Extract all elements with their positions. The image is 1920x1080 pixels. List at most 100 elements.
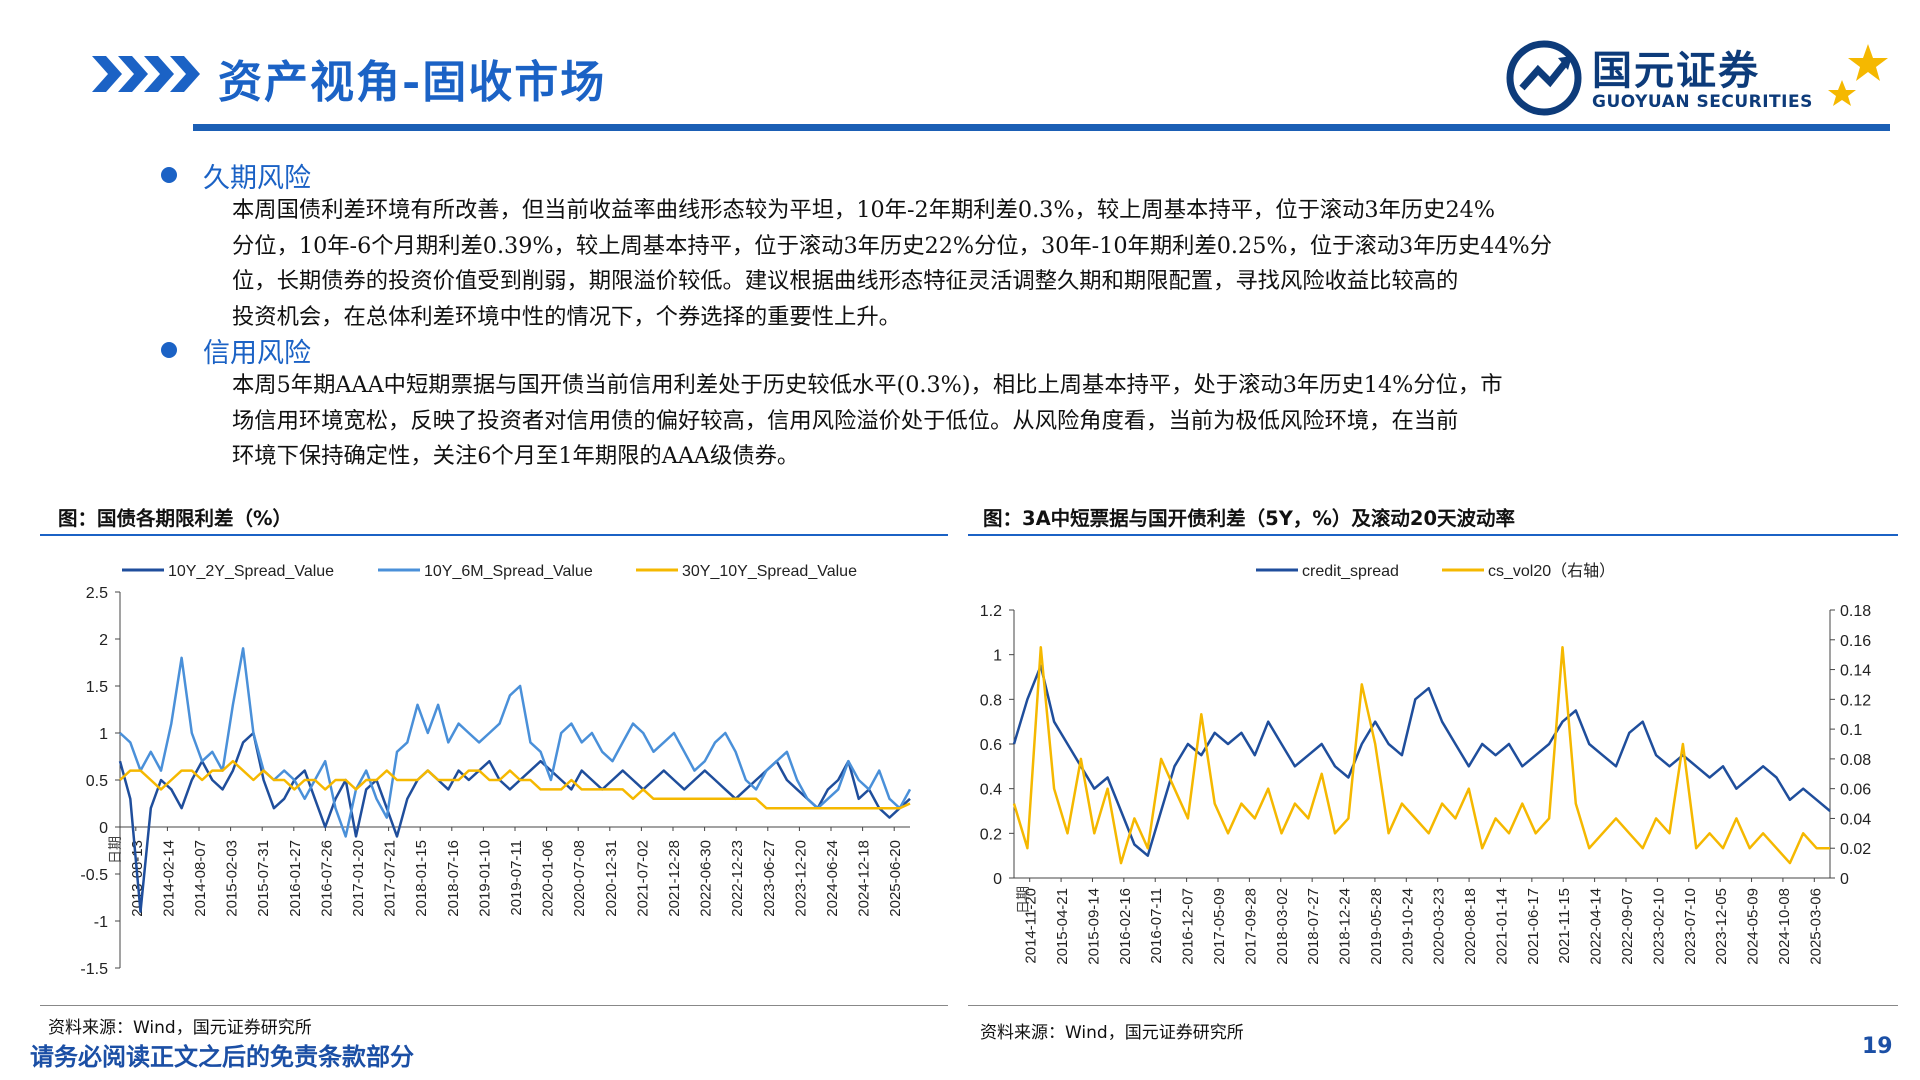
x-tick-label: 2022-06-30 [698, 840, 715, 917]
x-tick-label: 2020-12-31 [603, 840, 620, 917]
chart-right-caption-rule [968, 534, 1898, 536]
paragraph-line: 位，长期债券的投资价值受到削弱，期限溢价较低。建议根据曲线形态特征灵活调整久期和… [232, 268, 1459, 294]
legend-label: cs_vol20（右轴） [1488, 562, 1615, 580]
x-tick-label: 2017-01-20 [350, 840, 367, 917]
y-right-tick-label: 0.06 [1840, 782, 1871, 799]
x-tick-label: 2023-12-05 [1713, 888, 1730, 965]
chart-left-source-rule [40, 1005, 948, 1006]
y-tick-label: 2.5 [86, 585, 108, 602]
x-axis-name: 日期 [107, 836, 123, 864]
header-rule [193, 124, 1890, 131]
x-tick-label: 2024-12-18 [856, 840, 873, 917]
y-right-tick-label: 0.14 [1840, 663, 1871, 680]
y-tick-label: -1 [94, 914, 108, 931]
x-tick-label: 2016-12-07 [1180, 888, 1197, 965]
y-tick-label: 0.4 [980, 782, 1002, 799]
y-tick-label: 1 [99, 726, 108, 743]
x-tick-label: 2021-07-02 [634, 840, 651, 917]
logo-star-icon [1828, 44, 1888, 106]
x-tick-label: 2020-03-23 [1431, 888, 1448, 965]
x-tick-label: 2018-07-27 [1305, 888, 1322, 965]
series-line-0 [118, 731, 911, 913]
y-tick-label: 1 [993, 648, 1002, 665]
x-tick-label: 2023-02-10 [1650, 888, 1667, 965]
bullet-icon [161, 167, 177, 183]
paragraph-line: 本周5年期AAA中短期票据与国开债当前信用利差处于历史较低水平(0.3%)，相比… [232, 372, 1503, 398]
x-tick-label: 2020-08-18 [1462, 888, 1479, 965]
section-heading-duration: 久期风险 [203, 163, 311, 194]
y-tick-label: 1.2 [980, 603, 1002, 620]
paragraph-line: 投资机会，在总体利差环境中性的情况下，个券选择的重要性上升。 [232, 303, 901, 330]
x-tick-label: 2017-05-09 [1211, 888, 1228, 965]
x-tick-label: 2021-11-15 [1556, 888, 1573, 964]
x-tick-label: 2016-07-26 [318, 840, 335, 917]
y-right-tick-label: 0 [1840, 871, 1849, 888]
y-tick-label: 2 [99, 632, 108, 649]
x-tick-label: 2020-07-08 [571, 840, 588, 917]
x-tick-label: 2018-01-15 [413, 840, 430, 917]
x-tick-label: 2021-06-17 [1525, 888, 1542, 965]
x-tick-label: 2022-09-07 [1619, 888, 1636, 965]
y-tick-label: 0.6 [980, 737, 1002, 754]
logo-emblem-icon [1506, 40, 1582, 116]
chart-left-source: 资料来源：Wind，国元证券研究所 [48, 1018, 312, 1038]
x-tick-label: 2015-07-31 [255, 840, 272, 917]
y-right-tick-label: 0.18 [1840, 603, 1871, 620]
legend-label: 10Y_2Y_Spread_Value [168, 563, 334, 580]
paragraph-line: 场信用环境宽松，反映了投资者对信用债的偏好较高，信用风险溢价处于低位。从风险角度… [232, 407, 1459, 434]
series-line-0 [1012, 664, 1831, 857]
y-tick-label: 0.5 [86, 773, 108, 790]
x-tick-label: 2018-12-24 [1337, 888, 1354, 965]
x-tick-label: 2017-09-28 [1242, 888, 1259, 965]
chart-right-svg: 1.2 1 0.8 0.6 0.4 0.2 0 0.18 0.16 0.14 0.12 0.1 0.08… [980, 562, 1871, 965]
x-tick-label: 2019-05-28 [1368, 888, 1385, 965]
x-tick-label: 2022-12-23 [729, 840, 746, 917]
x-tick-label: 2021-12-28 [666, 840, 683, 917]
y-tick-label: 0 [993, 871, 1002, 888]
x-tick-label: 2023-12-20 [792, 840, 809, 917]
y-right-tick-label: 0.04 [1840, 811, 1871, 828]
logo-text-en: GUOYUAN SECURITIES [1592, 92, 1813, 112]
chart-right-source: 资料来源：Wind，国元证券研究所 [980, 1023, 1244, 1043]
x-tick-label: 2016-02-16 [1117, 888, 1134, 965]
y-tick-label: -1.5 [80, 961, 108, 978]
x-tick-label: 2025-06-20 [887, 840, 904, 917]
section-paragraph-credit: 本周5年期AAA中短期票据与国开债当前信用利差处于历史较低水平(0.3%)，相比… [232, 368, 1792, 475]
x-tick-label: 2020-01-06 [540, 840, 557, 917]
x-tick-label: 2014-08-07 [192, 840, 209, 917]
x-tick-label: 2023-07-10 [1682, 888, 1699, 965]
series-line-2 [119, 759, 911, 810]
x-tick-label: 2018-03-02 [1274, 888, 1291, 965]
x-tick-label: 2014-02-14 [160, 840, 177, 917]
logo-text-cn: 国元证券 [1592, 48, 1760, 94]
section-heading-credit: 信用风险 [203, 338, 311, 369]
x-tick-label: 2016-01-27 [287, 840, 304, 917]
chart-right-source-rule [968, 1005, 1898, 1006]
paragraph-line: 本周国债利差环境有所改善，但当前收益率曲线形态较为平坦，10年-2年期利差0.3… [232, 197, 1496, 223]
chevron-arrows-icon [92, 56, 200, 92]
paragraph-line: 分位，10年-6个月期利差0.39%，较上周基本持平，位于滚动3年历史22%分位… [232, 232, 1552, 259]
x-tick-label: 2019-01-10 [476, 840, 493, 917]
x-tick-label: 2025-03-06 [1807, 888, 1824, 965]
x-tick-label: 2019-07-11 [508, 840, 525, 916]
y-tick-label: 0 [99, 820, 108, 837]
x-tick-label: 2024-05-09 [1745, 888, 1762, 965]
y-tick-label: -0.5 [80, 867, 108, 884]
legend-label: credit_spread [1302, 563, 1399, 580]
y-tick-label: 0.2 [980, 826, 1002, 843]
x-tick-label: 2015-02-03 [224, 840, 241, 917]
y-right-tick-label: 0.02 [1840, 841, 1871, 858]
legend-label: 10Y_6M_Spread_Value [424, 563, 593, 580]
x-tick-label: 2023-06-27 [761, 840, 778, 917]
y-right-tick-label: 0.1 [1840, 722, 1862, 739]
x-tick-label: 2014-11-20 [1023, 888, 1040, 964]
series-line-1 [119, 647, 912, 838]
y-tick-label: 1.5 [86, 679, 108, 696]
series-line-1 [1012, 645, 1830, 865]
x-tick-label: 2024-06-24 [824, 840, 841, 917]
paragraph-line: 环境下保持确定性，关注6个月至1年期限的AAA级债券。 [232, 443, 800, 469]
y-right-tick-label: 0.12 [1840, 692, 1871, 709]
chart-right-caption: 图：3A中短票据与国开债利差（5Y，%）及滚动20天波动率 [983, 507, 1516, 530]
page-number: 19 [1862, 1034, 1893, 1059]
